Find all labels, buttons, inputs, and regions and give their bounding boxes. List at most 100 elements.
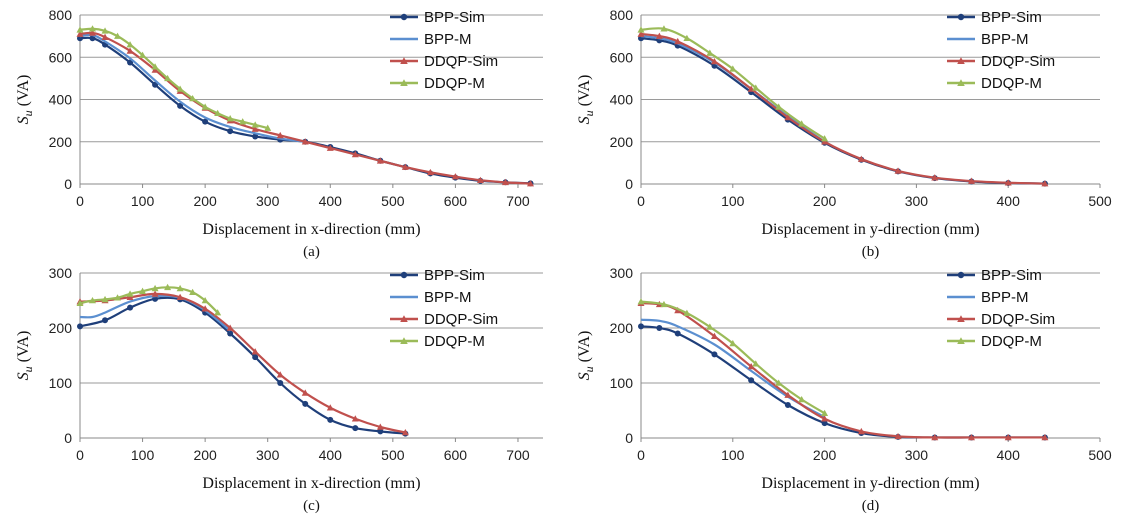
data-point [857,155,865,162]
data-point [351,150,359,158]
data-point [674,37,682,45]
data-point [798,120,806,127]
y-tick-label: 100 [49,375,73,391]
legend-marker [957,271,965,279]
data-point [89,25,97,32]
x-tick-label: 100 [721,193,745,209]
data-point [276,131,284,139]
y-tick-label: 300 [610,265,634,281]
legend-label-DDQP-Sim: DDQP-Sim [424,53,498,70]
data-point [139,51,147,58]
legend-marker [957,13,965,21]
series-line-DDQP-Sim [79,292,406,434]
data-point [894,432,902,440]
data-point [476,176,484,183]
chart-panel-2: 0 200 400 600 800 0 100 200 300 400 500 BPP-Sim BPP-… [576,7,1112,260]
x-tick-label: 0 [76,193,84,209]
data-point [857,427,865,435]
legend-label-BPP-Sim: BPP-Sim [424,267,485,284]
data-point [226,115,234,122]
legend-label-DDQP-Sim: DDQP-Sim [981,311,1055,328]
data-point [351,415,359,422]
x-tick-label: 300 [905,193,929,209]
data-point [821,138,829,145]
legend-marker [400,271,408,279]
y-axis-title-unit: (VA) [15,331,32,367]
data-point [301,389,309,396]
data-point [376,423,384,430]
y-tick-label: 200 [49,320,73,336]
data-point [301,138,309,145]
legend-label-DDQP-Sim: DDQP-Sim [981,53,1055,70]
chart-panel-3: 0 100 200 300 0 100 200 300 400 500 600 700 BPP-Sim B… [15,265,543,514]
x-tick-label: 500 [1088,193,1112,209]
y-tick-label: 0 [64,430,72,446]
legend-label-BPP-M: BPP-M [424,31,472,48]
x-tick-label: 300 [256,193,280,209]
legend-label-BPP-M: BPP-M [981,31,1029,48]
data-point [251,348,259,355]
legend-label-DDQP-M: DDQP-M [981,333,1042,350]
x-tick-label: 200 [813,193,837,209]
y-tick-label: 200 [610,134,634,150]
data-point [894,167,902,174]
data-point [821,135,829,142]
data-point [177,102,184,109]
data-point [775,103,783,110]
legend-marker [400,79,408,86]
y-axis-title-symbol: S [576,116,593,124]
data-point [251,125,259,132]
x-tick-label: 200 [193,447,217,463]
data-point [102,317,109,324]
legend-label-DDQP-M: DDQP-M [424,75,485,92]
data-point [967,433,975,441]
y-tick-label: 300 [49,265,73,281]
x-tick-label: 0 [76,447,84,463]
data-point [967,177,975,184]
data-point [821,409,829,417]
legend-marker [400,337,408,344]
panel-caption: (c) [303,498,320,514]
data-point [501,178,509,186]
data-point [1004,433,1012,441]
y-axis-title-symbol: S [576,372,593,380]
y-tick-label: 400 [49,92,73,108]
data-point [401,163,409,170]
data-point [326,144,334,151]
data-point [252,133,259,140]
y-axis-title: Su (VA) [15,331,35,381]
y-axis-title-subscript: u [21,366,35,372]
data-point [656,325,663,331]
data-point [264,124,272,131]
x-tick-label: 100 [721,447,745,463]
data-point [706,323,714,330]
data-point [302,400,309,407]
legend-marker [400,57,408,64]
legend-marker [400,13,408,21]
data-point [784,391,792,398]
data-point [76,26,84,33]
data-point [139,287,147,294]
data-point [637,30,645,37]
x-tick-label: 700 [506,193,530,209]
data-point [683,34,691,42]
data-point [376,157,384,164]
data-point [706,49,714,56]
legend-label-BPP-Sim: BPP-Sim [981,9,1042,26]
data-point [277,380,284,386]
x-tick-label: 0 [637,193,645,209]
data-point [326,404,334,411]
data-point [821,420,828,427]
data-point [660,300,668,308]
data-point [1041,433,1049,441]
data-point [201,305,209,312]
legend-marker [957,315,965,322]
legend-label-BPP-M: BPP-M [981,289,1029,306]
y-tick-label: 100 [610,375,634,391]
data-point [655,32,663,39]
x-axis-title: Displacement in y-direction (mm) [761,221,979,238]
data-point [126,47,134,54]
data-point [660,25,668,32]
x-tick-label: 400 [997,193,1021,209]
data-point [151,284,159,292]
